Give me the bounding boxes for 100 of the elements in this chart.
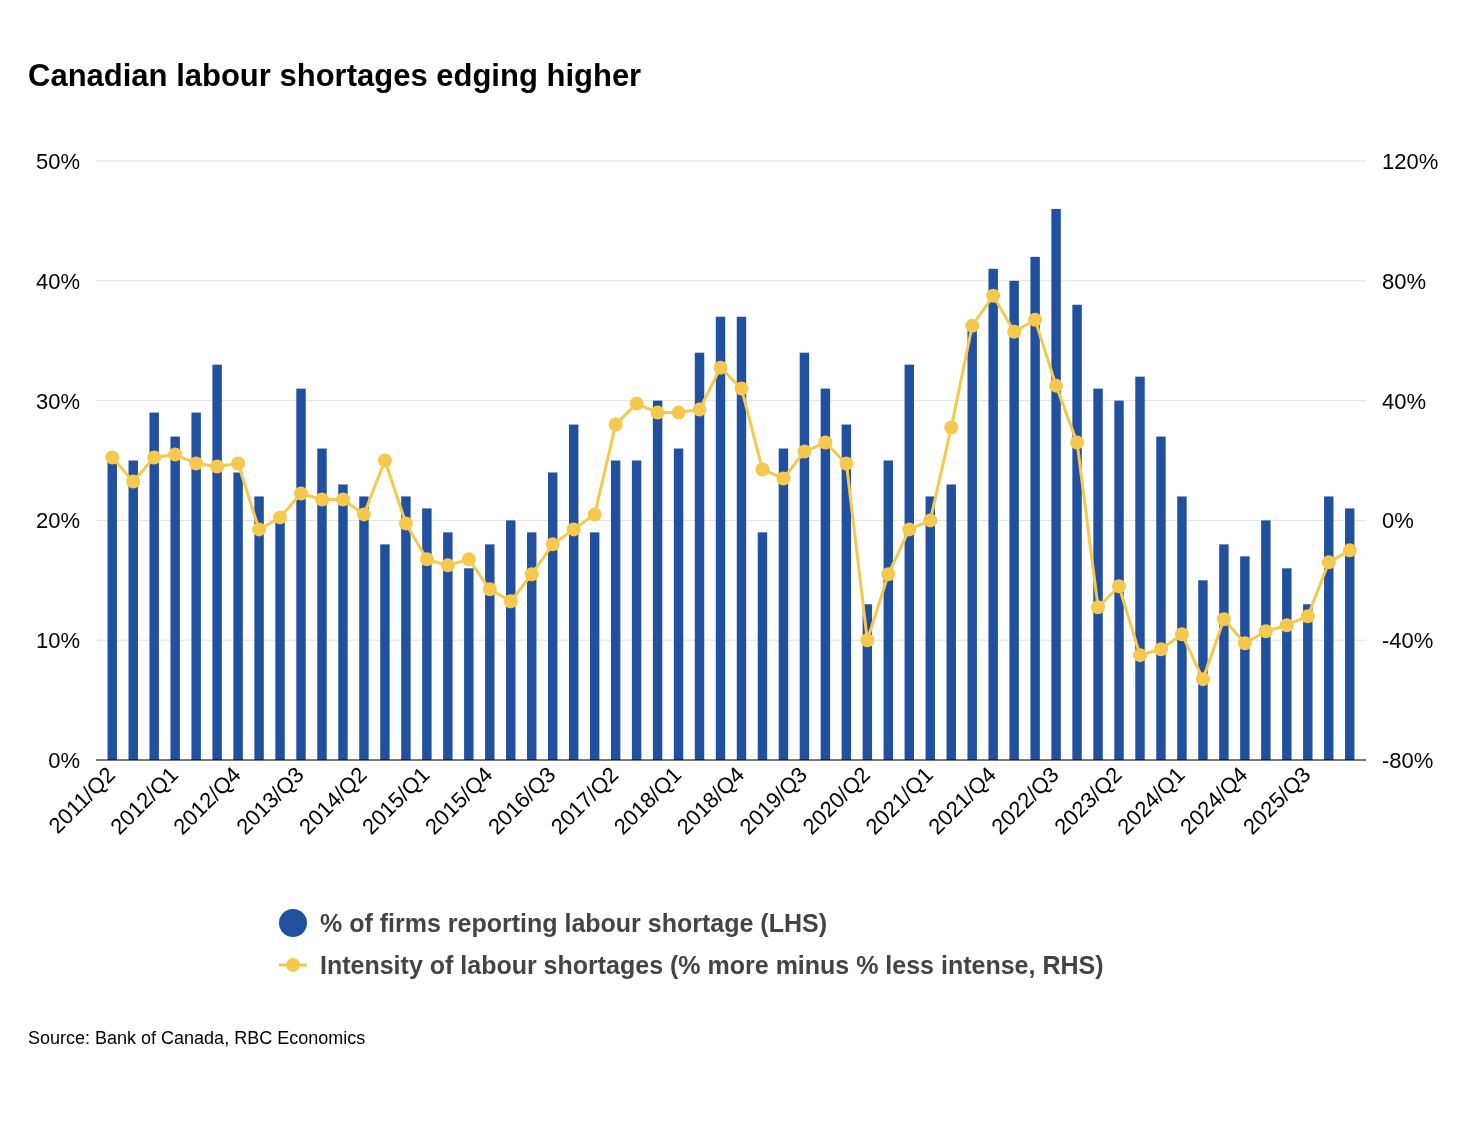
bar [820, 388, 831, 760]
y-tick-label: 30% [35, 388, 80, 414]
point [1112, 579, 1127, 594]
y-tick-label: 0% [48, 748, 80, 773]
point [189, 456, 204, 471]
bar [1219, 544, 1229, 760]
point [629, 396, 644, 411]
point [315, 492, 329, 507]
bar [1324, 496, 1334, 760]
bar [317, 448, 327, 760]
bar [212, 364, 222, 760]
bar [988, 268, 998, 760]
point [147, 450, 162, 465]
point [168, 447, 183, 462]
bar [401, 496, 411, 760]
point [440, 558, 455, 573]
bar [946, 484, 956, 760]
point [881, 567, 896, 582]
point [1342, 543, 1357, 558]
y2-tick-label: 120% [1382, 149, 1439, 174]
point [986, 288, 1001, 303]
point [923, 513, 938, 528]
bar [568, 424, 579, 760]
point [650, 405, 665, 420]
point [608, 417, 623, 432]
chart-title: Canadian labour shortages edging higher [28, 58, 642, 93]
point [461, 552, 476, 567]
bar [694, 352, 705, 760]
bar [296, 388, 306, 760]
bar [673, 448, 684, 760]
point [755, 462, 770, 477]
point [860, 633, 875, 648]
point [294, 486, 309, 501]
point [734, 381, 749, 396]
bar [464, 568, 474, 760]
legend-label: % of firms reporting labour shortage (LHS) [320, 909, 827, 937]
bar [191, 412, 201, 760]
legend-label: Intensity of labour shortages (% more minus % less intense, RHS) [320, 951, 1104, 979]
point [566, 522, 581, 537]
bar [527, 532, 537, 760]
point [818, 435, 833, 450]
y2-tick-label: 0% [1382, 508, 1414, 534]
bar [275, 520, 285, 760]
point [1237, 636, 1252, 651]
bar [778, 448, 789, 760]
point [335, 492, 350, 507]
y-tick-label: 20% [35, 508, 80, 534]
point [797, 444, 812, 459]
point [482, 582, 497, 597]
point [1258, 624, 1273, 639]
point [1153, 642, 1168, 657]
point [671, 405, 686, 420]
bar [631, 460, 642, 760]
y-tick-label: 40% [35, 268, 80, 294]
point [1300, 609, 1315, 624]
point [398, 516, 413, 531]
point [273, 510, 288, 525]
bar [128, 460, 138, 760]
bar [548, 472, 558, 760]
source-note: Source: Bank of Canada, RBC Economics [28, 1028, 366, 1048]
bar [254, 496, 264, 760]
point [944, 420, 959, 435]
bar [443, 532, 453, 760]
bar [1303, 604, 1313, 760]
y-tick-label: 10% [35, 628, 80, 654]
point [1007, 324, 1022, 339]
point [377, 453, 392, 468]
point [1049, 378, 1064, 393]
bar [1240, 556, 1250, 760]
point [1216, 612, 1231, 627]
bar [149, 412, 159, 760]
bar [652, 400, 663, 760]
bar [1282, 568, 1292, 760]
bar [1093, 388, 1103, 760]
point [965, 318, 980, 333]
bar [715, 316, 726, 760]
point [1279, 618, 1294, 633]
bar [757, 532, 768, 760]
point [902, 522, 917, 537]
bar [1009, 280, 1019, 760]
bar [904, 364, 914, 760]
point [126, 474, 141, 489]
point [419, 552, 434, 567]
bar [422, 508, 432, 760]
bar [1135, 376, 1145, 760]
bar [1051, 208, 1061, 760]
point [252, 522, 267, 537]
bar [1345, 508, 1355, 760]
point [587, 507, 602, 522]
y-tick-label: 50% [35, 149, 80, 174]
y2-tick-label: -40% [1382, 628, 1434, 654]
bar [1114, 400, 1124, 760]
bar [380, 544, 390, 760]
bar [107, 460, 117, 760]
bar [233, 472, 243, 760]
point [545, 537, 560, 552]
bar [610, 460, 621, 760]
y2-tick-label: -80% [1382, 748, 1434, 773]
point [1321, 555, 1336, 570]
bar [736, 316, 747, 760]
